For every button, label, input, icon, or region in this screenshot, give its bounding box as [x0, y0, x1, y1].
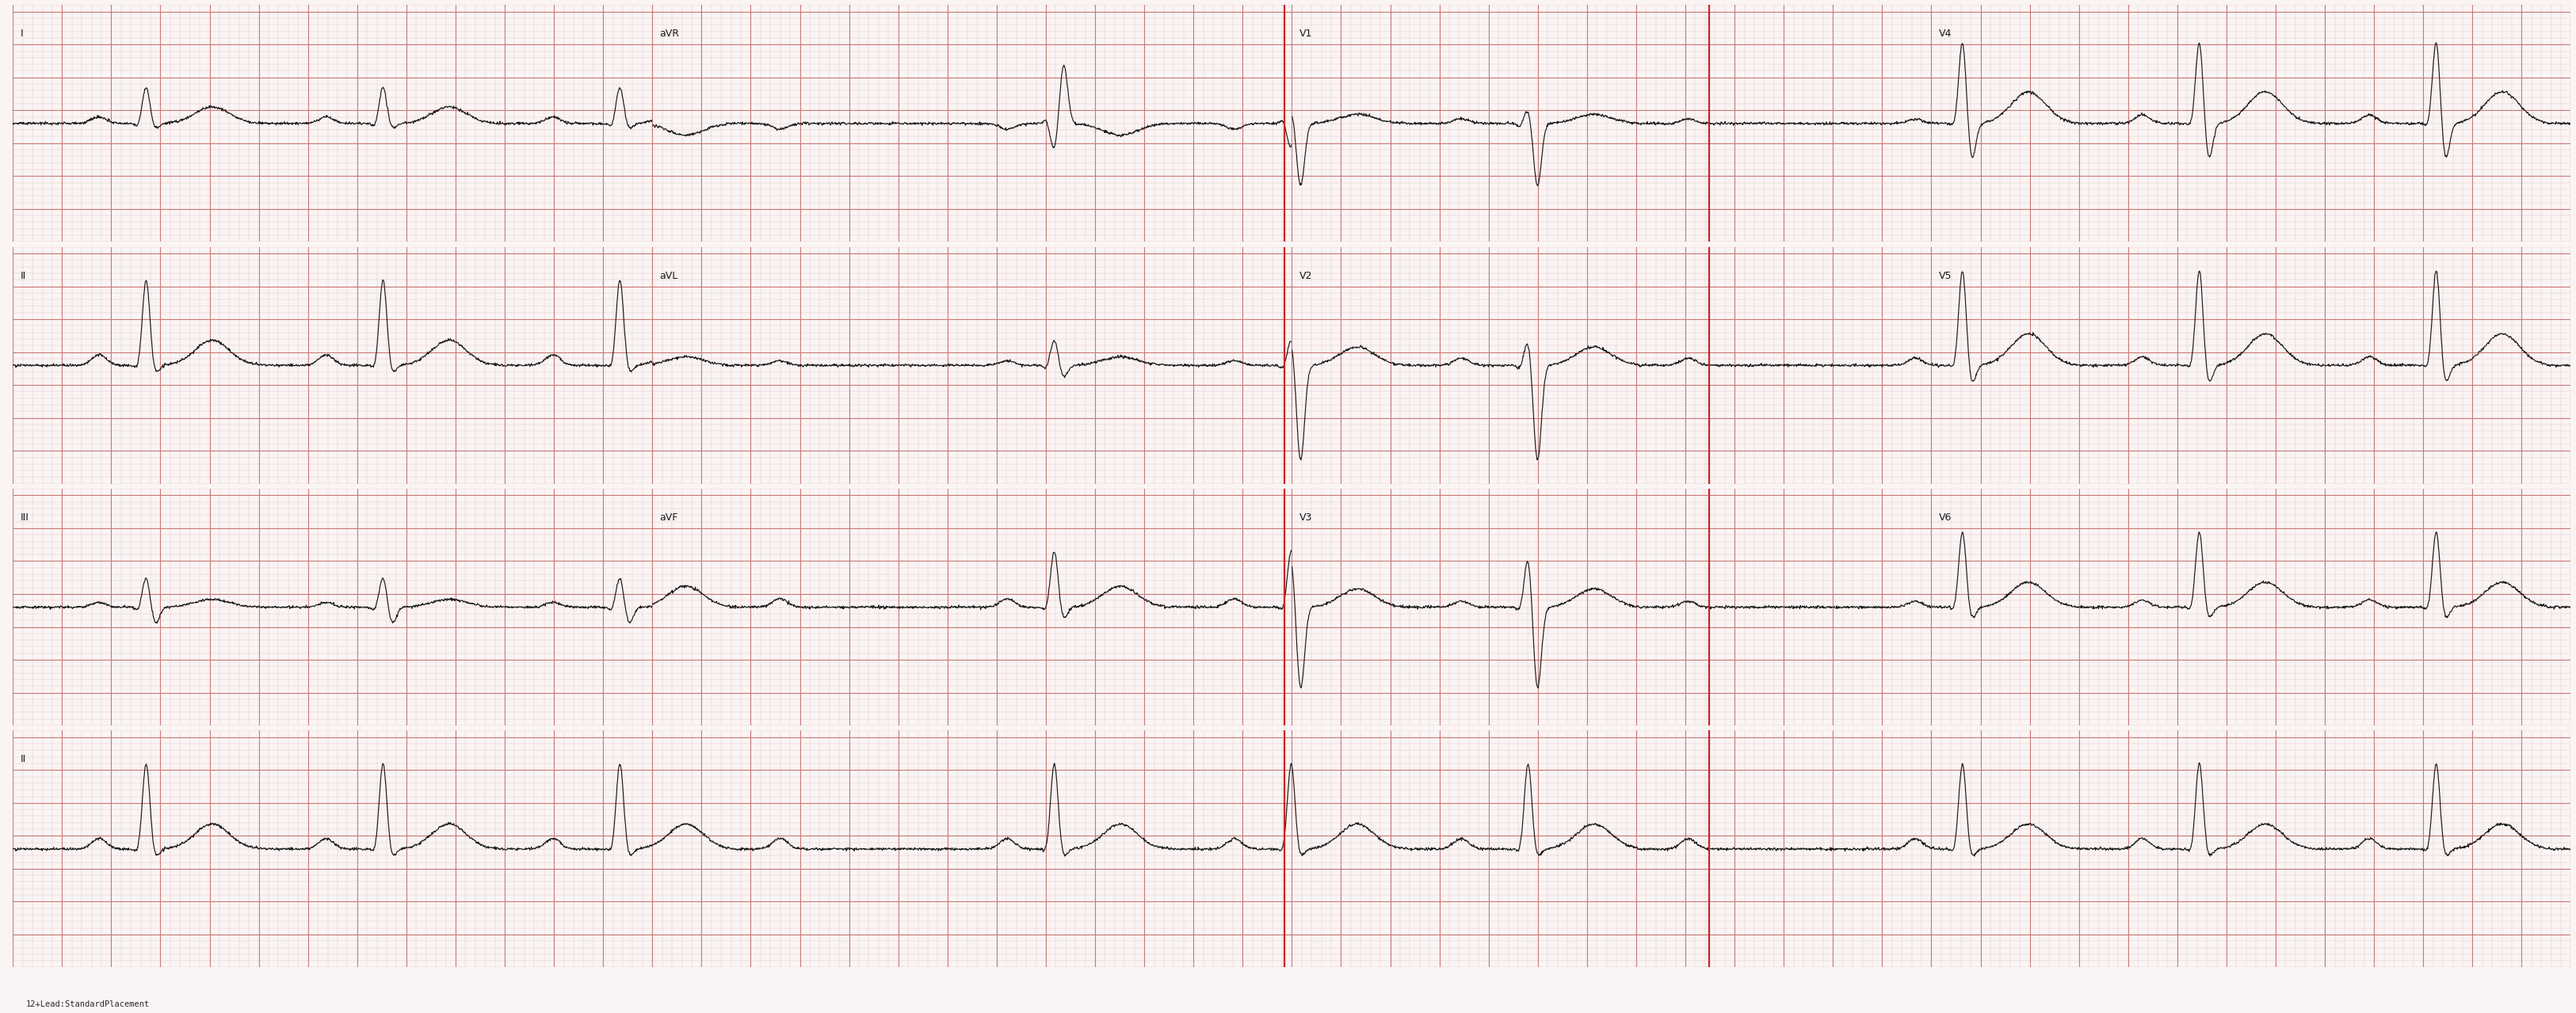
Text: V5: V5: [1940, 270, 1953, 281]
Text: II: II: [21, 270, 26, 281]
Text: aVL: aVL: [659, 270, 677, 281]
Text: aVF: aVF: [659, 513, 677, 523]
Text: I: I: [21, 28, 23, 40]
Text: V3: V3: [1298, 513, 1311, 523]
Text: aVR: aVR: [659, 28, 680, 40]
Text: III: III: [21, 513, 28, 523]
Text: V2: V2: [1298, 270, 1311, 281]
Text: 12+Lead:StandardPlacement: 12+Lead:StandardPlacement: [26, 1000, 149, 1008]
Text: II: II: [21, 755, 26, 765]
Text: V1: V1: [1298, 28, 1311, 40]
Text: V4: V4: [1940, 28, 1953, 40]
Text: V6: V6: [1940, 513, 1953, 523]
